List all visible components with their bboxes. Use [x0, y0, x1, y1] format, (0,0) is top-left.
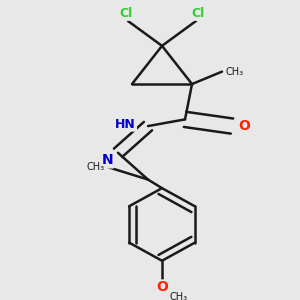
- Text: O: O: [238, 119, 250, 133]
- Text: Cl: Cl: [119, 7, 133, 20]
- Text: N: N: [101, 154, 113, 167]
- Text: CH₃: CH₃: [87, 162, 105, 172]
- Text: Cl: Cl: [191, 7, 205, 20]
- Text: HN: HN: [115, 118, 136, 131]
- Text: CH₃: CH₃: [225, 67, 243, 76]
- Text: O: O: [156, 280, 168, 295]
- Text: CH₃: CH₃: [170, 292, 188, 300]
